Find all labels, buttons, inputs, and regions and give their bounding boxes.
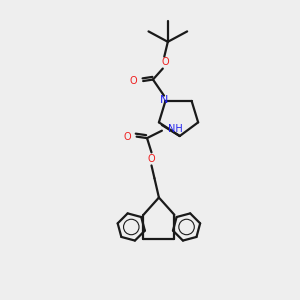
Text: O: O (162, 57, 169, 67)
Text: O: O (123, 132, 131, 142)
Text: NH: NH (168, 124, 183, 134)
Text: N: N (160, 95, 168, 105)
Text: O: O (148, 154, 155, 164)
Text: O: O (129, 76, 137, 86)
